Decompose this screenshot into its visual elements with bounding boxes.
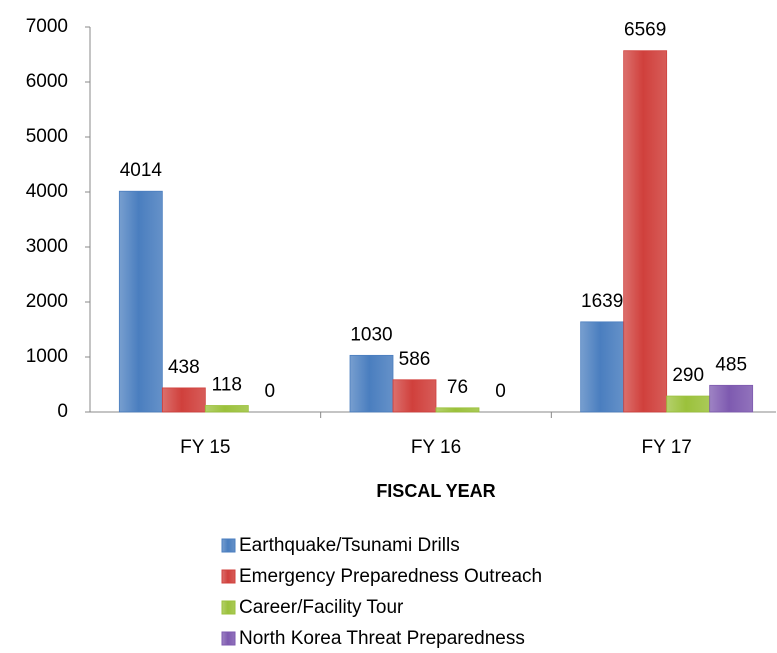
bar xyxy=(118,190,163,413)
data-label: 4014 xyxy=(120,160,163,181)
data-label: 0 xyxy=(495,381,506,402)
x-axis-label: FISCAL YEAR xyxy=(376,481,495,501)
bar xyxy=(580,321,625,413)
bar xyxy=(709,384,754,413)
data-label: 76 xyxy=(447,377,468,398)
data-label: 1030 xyxy=(350,324,392,345)
bar xyxy=(392,379,437,413)
y-tick-label: 5000 xyxy=(26,126,68,147)
bar xyxy=(666,395,711,413)
legend-swatch xyxy=(221,538,236,553)
x-tick-label: FY 15 xyxy=(180,437,230,458)
data-label: 118 xyxy=(212,375,242,396)
data-label: 6569 xyxy=(624,20,666,41)
bar xyxy=(435,407,480,413)
data-label: 438 xyxy=(168,357,200,378)
bar xyxy=(349,354,394,413)
legend-label: Earthquake/Tsunami Drills xyxy=(239,535,460,556)
bar xyxy=(161,387,206,413)
data-label: 586 xyxy=(399,349,431,370)
y-tick-label: 4000 xyxy=(26,181,68,202)
y-tick-label: 2000 xyxy=(26,291,68,312)
data-label: 485 xyxy=(715,354,747,375)
legend-label: North Korea Threat Preparedness xyxy=(239,628,525,649)
data-label: 1639 xyxy=(581,291,623,312)
y-tick-label: 3000 xyxy=(26,236,68,257)
y-tick-label: 7000 xyxy=(26,16,68,37)
y-tick-label: 0 xyxy=(57,401,68,422)
bar xyxy=(623,50,668,413)
data-label: 0 xyxy=(265,381,276,402)
y-tick-label: 1000 xyxy=(26,346,68,367)
legend-swatch xyxy=(221,569,236,584)
data-label: 290 xyxy=(672,365,704,386)
y-tick-label: 6000 xyxy=(26,71,68,92)
x-tick-label: FY 16 xyxy=(411,437,461,458)
bar xyxy=(204,405,249,413)
x-tick-label: FY 17 xyxy=(641,437,691,458)
legend-swatch xyxy=(221,631,236,646)
legend-swatch xyxy=(221,600,236,615)
legend-label: Emergency Preparedness Outreach xyxy=(239,566,542,587)
legend-label: Career/Facility Tour xyxy=(239,597,404,618)
